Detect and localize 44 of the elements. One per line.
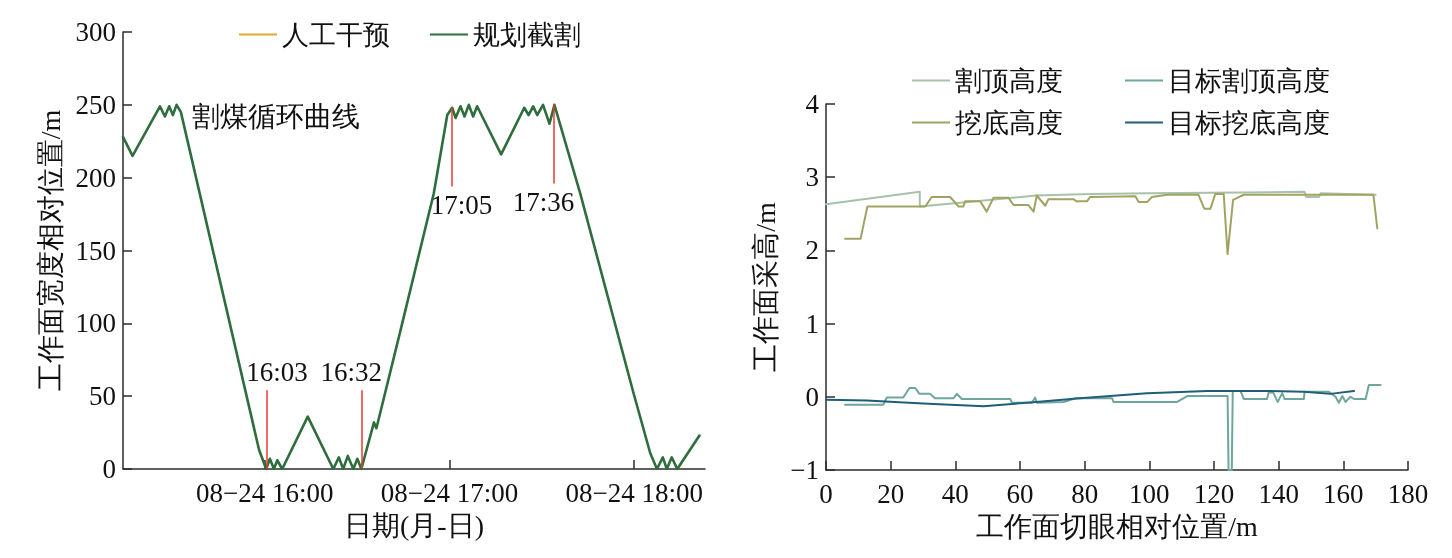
x-axis-title: 日期(月-日) [344, 509, 484, 541]
y-tick-label: 50 [89, 381, 116, 412]
line-series [844, 193, 1379, 256]
annotation: 17:05 [430, 189, 493, 220]
x-tick-label: 08−24 17:00 [380, 477, 519, 508]
x-tick-label: 180 [1387, 478, 1429, 509]
line-series [825, 389, 1355, 408]
legend-label: 规划截割 [473, 19, 581, 50]
x-tick-label: 40 [941, 478, 969, 509]
legend-label: 人工干预 [282, 19, 390, 50]
y-tick-label: 0 [102, 454, 116, 484]
legend-label: 挖底高度 [955, 107, 1063, 138]
legend-label: 割顶高度 [955, 65, 1063, 96]
y-tick-label: 3 [805, 162, 819, 193]
x-tick-label: 160 [1323, 478, 1364, 509]
legend-label: 目标割顶高度 [1168, 65, 1330, 96]
legend-label: 目标挖底高度 [1168, 107, 1330, 138]
x-axis-title: 工作面切眼相对位置/m [976, 510, 1258, 542]
x-tick-label: 80 [1071, 478, 1099, 509]
x-tick-label: 08−24 16:00 [195, 477, 334, 508]
x-tick-label: 08−24 18:00 [565, 477, 703, 508]
annotation: 17:36 [512, 186, 575, 217]
y-axis-title: 工作面采高/m [749, 202, 781, 372]
y-tick-label: −1 [790, 455, 819, 485]
y-tick-label: 0 [805, 381, 819, 412]
annotation: 16:32 [320, 356, 383, 387]
line-series [825, 190, 1377, 208]
y-tick-label: 300 [75, 17, 116, 47]
y-tick-label: 2 [805, 235, 819, 266]
x-tick-label: 20 [877, 478, 905, 509]
y-tick-label: 100 [75, 308, 116, 339]
y-tick-label: 4 [805, 89, 820, 119]
y-tick-label: 200 [75, 162, 116, 193]
y-axis-title: 工作面宽度相对位置/m [35, 109, 67, 392]
y-tick-label: 1 [805, 308, 819, 339]
x-tick-label: 60 [1006, 478, 1034, 509]
x-tick-label: 120 [1193, 478, 1235, 509]
line-series [844, 384, 1382, 471]
y-tick-label: 150 [75, 235, 116, 266]
annotation: 16:03 [246, 356, 308, 387]
annotation: 割煤循环曲线 [192, 100, 360, 132]
x-tick-label: 140 [1258, 478, 1299, 509]
y-tick-label: 250 [75, 89, 116, 120]
x-tick-label: 100 [1129, 478, 1170, 509]
